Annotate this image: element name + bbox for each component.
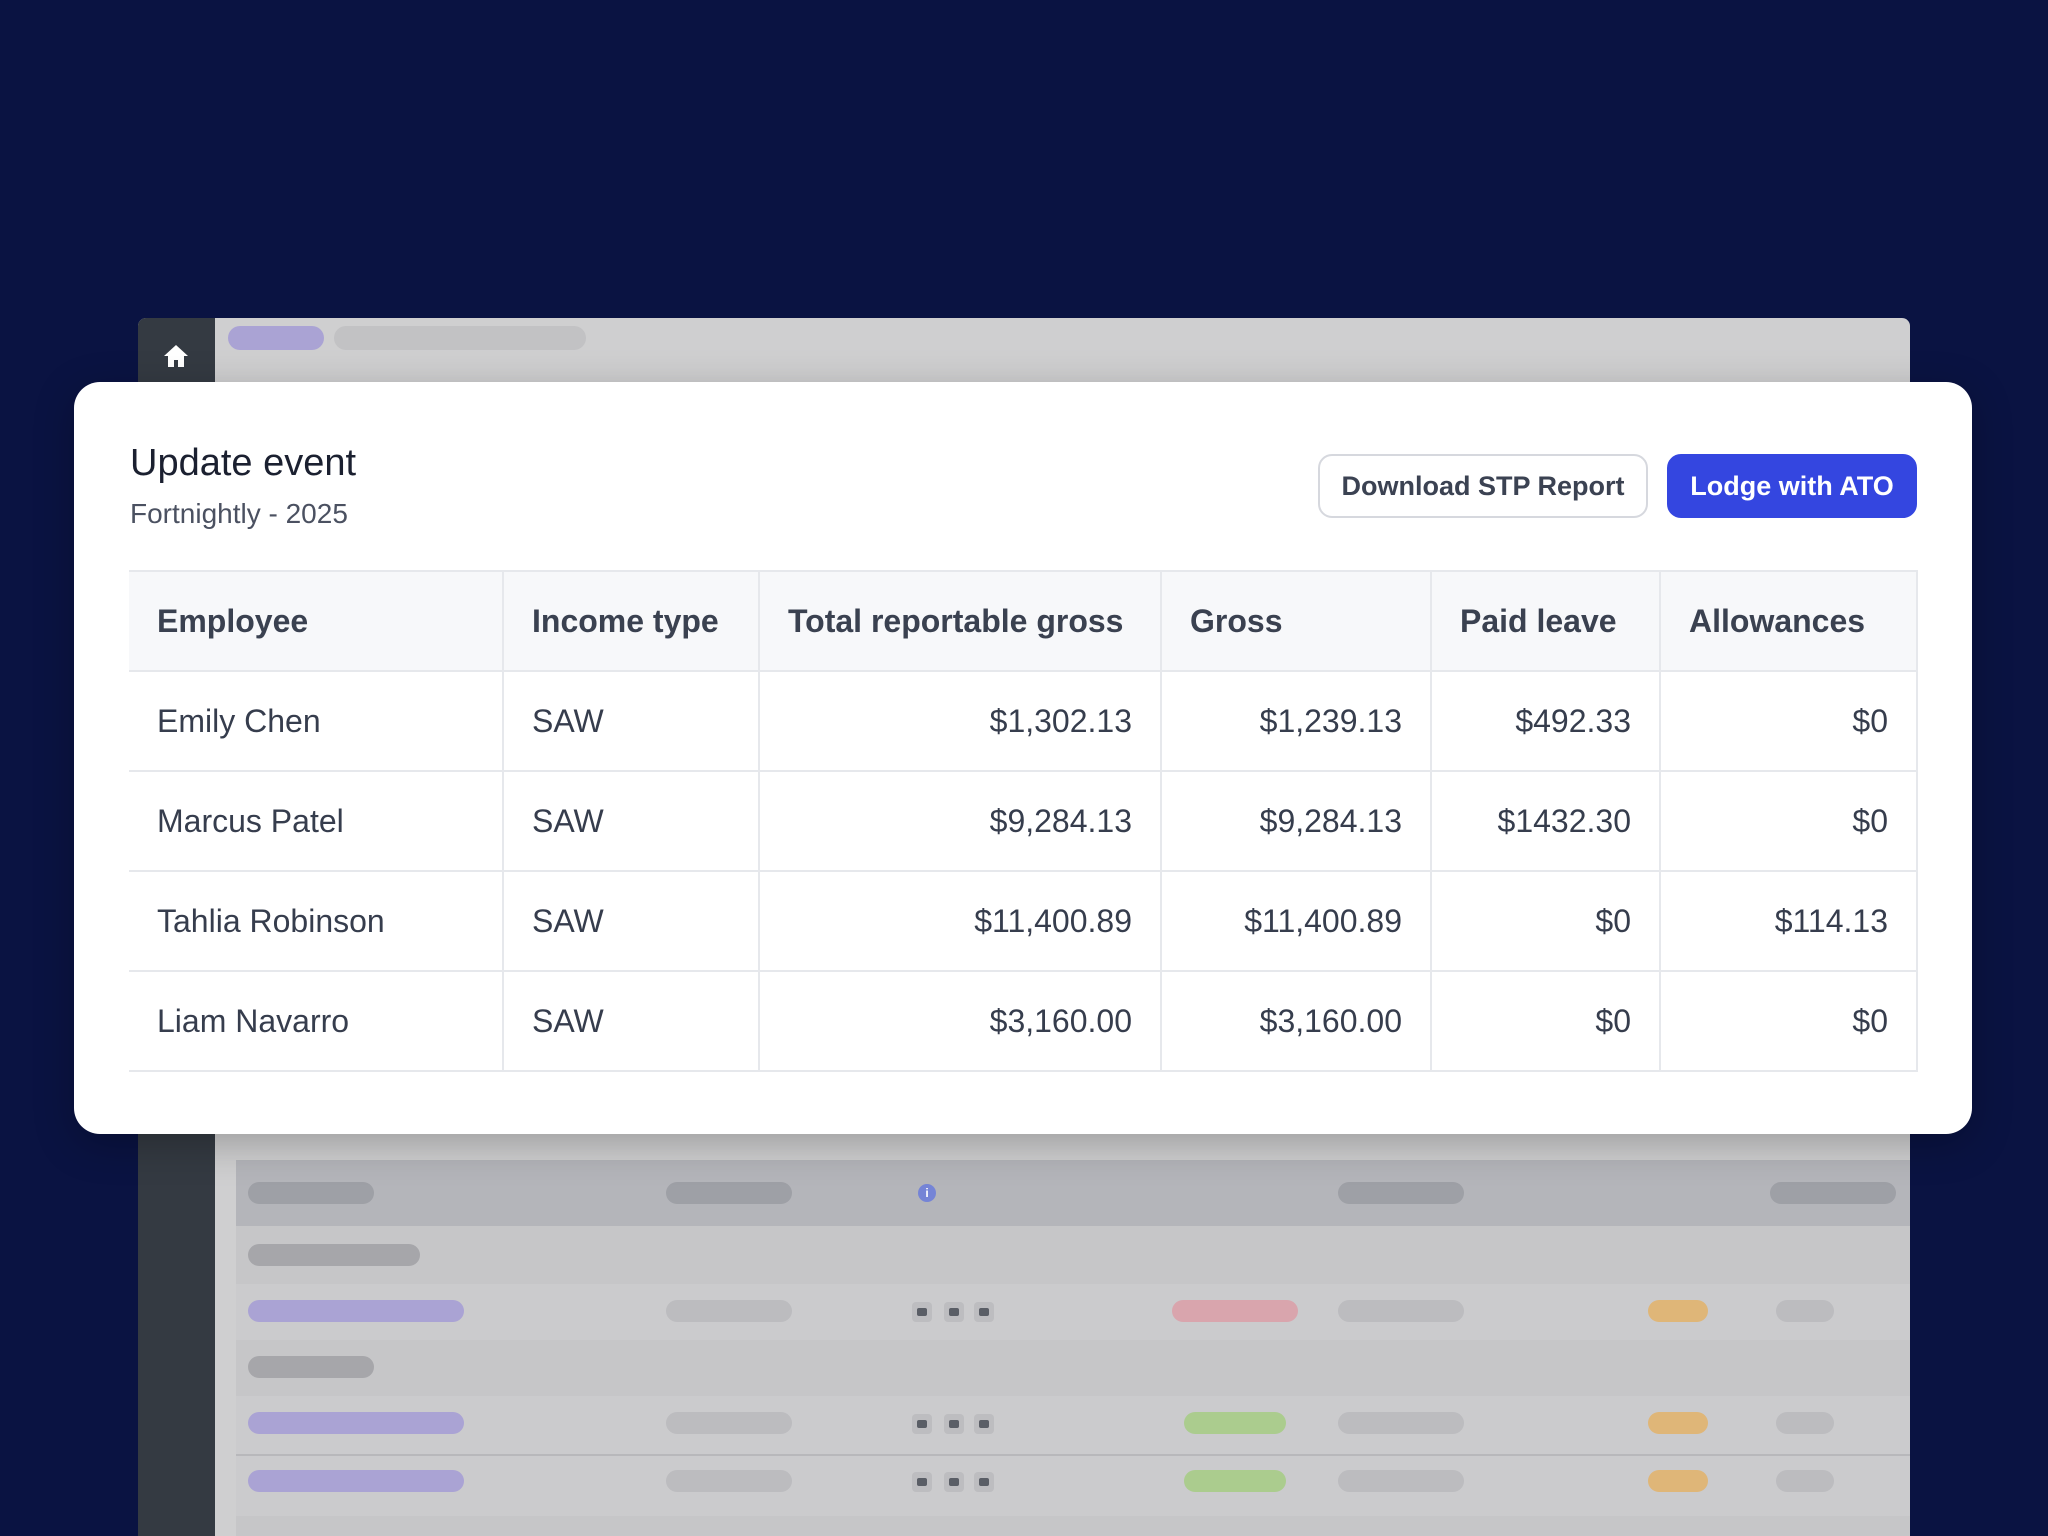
mail-icon [944, 1414, 964, 1434]
income-type: SAW [502, 670, 760, 772]
column-header-allowances: Allowances [1659, 570, 1918, 672]
allowances: $114.13 [1659, 870, 1918, 972]
modal-title: Update event [130, 442, 357, 484]
gross: $11,400.89 [1160, 870, 1432, 972]
mail-icon [944, 1302, 964, 1322]
column-header-gross: Gross [1160, 570, 1432, 672]
income-type: SAW [502, 970, 760, 1072]
column-header-employee: Employee [129, 570, 504, 672]
gross: $9,284.13 [1160, 770, 1432, 872]
allowances: $0 [1659, 770, 1918, 872]
info-icon: i [918, 1184, 936, 1202]
paid-leave: $0 [1430, 870, 1661, 972]
document-icon [912, 1414, 932, 1434]
paid-leave: $0 [1430, 970, 1661, 1072]
update-event-modal: Update event Fortnightly - 2025 Download… [74, 382, 1972, 1134]
table-header-row: Employee Income type Total reportable gr… [129, 570, 1918, 672]
allowances: $0 [1659, 670, 1918, 772]
income-type: SAW [502, 870, 760, 972]
employee-name: Emily Chen [129, 670, 504, 772]
allowances: $0 [1659, 970, 1918, 1072]
stp-employee-table: Employee Income type Total reportable gr… [129, 570, 1918, 1072]
background-table: i [236, 1160, 1910, 1536]
column-header-income-type: Income type [502, 570, 760, 672]
lodge-with-ato-button[interactable]: Lodge with ATO [1667, 454, 1917, 518]
home-icon [160, 340, 192, 372]
employee-name: Liam Navarro [129, 970, 504, 1072]
paid-leave: $492.33 [1430, 670, 1661, 772]
document-icon [912, 1472, 932, 1492]
background-table-row [236, 1396, 1910, 1454]
table-row: Emily Chen SAW $1,302.13 $1,239.13 $492.… [129, 670, 1918, 772]
total-reportable-gross: $11,400.89 [758, 870, 1162, 972]
background-table-row [236, 1226, 1910, 1284]
settings-icon [974, 1302, 994, 1322]
table-row: Tahlia Robinson SAW $11,400.89 $11,400.8… [129, 870, 1918, 972]
background-breadcrumb-secondary [334, 326, 586, 350]
total-reportable-gross: $9,284.13 [758, 770, 1162, 872]
mail-icon [944, 1472, 964, 1492]
paid-leave: $1432.30 [1430, 770, 1661, 872]
employee-name: Tahlia Robinson [129, 870, 504, 972]
background-table-row [236, 1284, 1910, 1340]
total-reportable-gross: $1,302.13 [758, 670, 1162, 772]
modal-subtitle: Fortnightly - 2025 [130, 498, 348, 529]
table-row: Marcus Patel SAW $9,284.13 $9,284.13 $14… [129, 770, 1918, 872]
employee-name: Marcus Patel [129, 770, 504, 872]
table-row: Liam Navarro SAW $3,160.00 $3,160.00 $0 … [129, 970, 1918, 1072]
total-reportable-gross: $3,160.00 [758, 970, 1162, 1072]
background-table-row [236, 1454, 1910, 1516]
background-breadcrumb-primary [228, 326, 324, 350]
gross: $1,239.13 [1160, 670, 1432, 772]
gross: $3,160.00 [1160, 970, 1432, 1072]
settings-icon [974, 1472, 994, 1492]
column-header-paid-leave: Paid leave [1430, 570, 1661, 672]
settings-icon [974, 1414, 994, 1434]
income-type: SAW [502, 770, 760, 872]
document-icon [912, 1302, 932, 1322]
column-header-total-reportable-gross: Total reportable gross [758, 570, 1162, 672]
background-table-header: i [236, 1160, 1910, 1226]
background-table-row [236, 1340, 1910, 1396]
download-stp-report-button[interactable]: Download STP Report [1318, 454, 1648, 518]
